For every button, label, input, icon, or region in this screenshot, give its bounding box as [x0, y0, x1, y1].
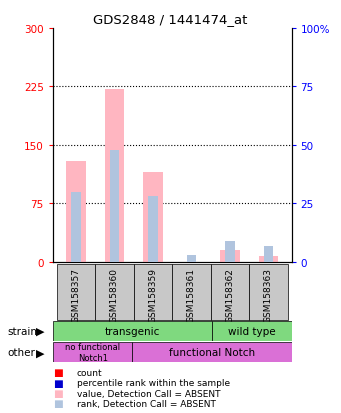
- Text: functional Notch: functional Notch: [169, 347, 255, 357]
- Bar: [105, 90, 124, 262]
- Bar: [187, 255, 196, 262]
- Text: wild type: wild type: [228, 326, 276, 336]
- Text: GSM158359: GSM158359: [148, 267, 158, 322]
- Text: transgenic: transgenic: [105, 326, 160, 336]
- Bar: [211, 264, 249, 320]
- Bar: [148, 197, 158, 262]
- Text: ■: ■: [53, 399, 63, 408]
- Bar: [259, 256, 278, 262]
- Text: ■: ■: [53, 378, 63, 388]
- Bar: [172, 264, 211, 320]
- Text: ■: ■: [53, 368, 63, 377]
- Text: rank, Detection Call = ABSENT: rank, Detection Call = ABSENT: [77, 399, 216, 408]
- Text: GSM158361: GSM158361: [187, 267, 196, 322]
- Bar: [264, 246, 273, 262]
- Bar: [143, 173, 163, 262]
- Bar: [220, 251, 240, 262]
- Bar: [249, 264, 288, 320]
- Text: percentile rank within the sample: percentile rank within the sample: [77, 378, 230, 387]
- Text: ▶: ▶: [36, 326, 44, 336]
- Bar: [225, 241, 235, 262]
- Bar: [66, 161, 86, 262]
- Text: GSM158357: GSM158357: [72, 267, 80, 322]
- Text: value, Detection Call = ABSENT: value, Detection Call = ABSENT: [77, 389, 220, 398]
- Bar: [53, 321, 212, 341]
- Text: GDS2848 / 1441474_at: GDS2848 / 1441474_at: [93, 13, 248, 26]
- Text: ▶: ▶: [36, 347, 44, 357]
- Text: other: other: [8, 347, 35, 357]
- Bar: [134, 264, 172, 320]
- Bar: [110, 150, 119, 262]
- Text: GSM158360: GSM158360: [110, 267, 119, 322]
- Bar: [212, 321, 292, 341]
- Text: ■: ■: [53, 388, 63, 398]
- Bar: [132, 342, 292, 363]
- Bar: [53, 342, 132, 363]
- Text: GSM158362: GSM158362: [225, 267, 235, 322]
- Text: no functional
Notch1: no functional Notch1: [65, 343, 120, 362]
- Text: GSM158363: GSM158363: [264, 267, 273, 322]
- Text: count: count: [77, 368, 102, 377]
- Bar: [71, 192, 81, 262]
- Bar: [95, 264, 134, 320]
- Bar: [57, 264, 95, 320]
- Text: strain: strain: [8, 326, 38, 336]
